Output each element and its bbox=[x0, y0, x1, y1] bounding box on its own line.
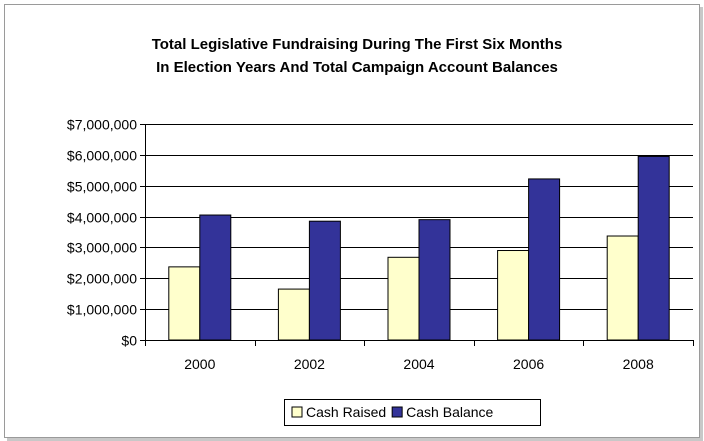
chart: Total Legislative Fundraising During The… bbox=[67, 36, 694, 426]
y-tick-label: $6,000,000 bbox=[67, 148, 137, 164]
legend-swatch bbox=[391, 406, 403, 418]
chart-title-line-1: Total Legislative Fundraising During The… bbox=[152, 36, 563, 53]
legend-swatch bbox=[291, 406, 303, 418]
bar-cash-raised-2008 bbox=[606, 235, 639, 341]
bar-cash-raised-2002 bbox=[277, 288, 310, 341]
x-tick-label: 2006 bbox=[513, 356, 544, 372]
legend-box bbox=[284, 399, 541, 426]
y-tick-label: $3,000,000 bbox=[67, 240, 137, 256]
bar-cash-raised-2006 bbox=[497, 250, 530, 341]
bar-cash-balance-2002 bbox=[308, 220, 341, 341]
bar-cash-raised-2004 bbox=[387, 256, 420, 341]
legend-label: Cash Raised bbox=[306, 404, 386, 420]
chart-frame: Total Legislative Fundraising During The… bbox=[4, 4, 700, 438]
x-tick-label: 2004 bbox=[403, 356, 434, 372]
x-tick-label: 2002 bbox=[294, 356, 325, 372]
y-tick-label: $2,000,000 bbox=[67, 271, 137, 287]
chart-title-line-2: In Election Years And Total Campaign Acc… bbox=[156, 59, 558, 76]
y-tick-label: $1,000,000 bbox=[67, 302, 137, 318]
legend-label: Cash Balance bbox=[406, 404, 493, 420]
y-tick-label: $4,000,000 bbox=[67, 210, 137, 226]
y-tick-label: $5,000,000 bbox=[67, 179, 137, 195]
plot-area: $0 $1,000,000 $2,000,000 $3,000,000 $4,000,0… bbox=[67, 117, 694, 372]
y-tick-label: $7,000,000 bbox=[67, 117, 137, 133]
bar-cash-raised-2000 bbox=[168, 266, 201, 341]
bar-cash-balance-2000 bbox=[199, 214, 232, 341]
bar-cash-balance-2006 bbox=[528, 178, 561, 341]
bar-cash-balance-2008 bbox=[637, 155, 670, 341]
legend: Cash Raised Cash Balance bbox=[284, 399, 541, 426]
y-tick-label: $0 bbox=[121, 333, 137, 349]
x-tick-label: 2008 bbox=[623, 356, 654, 372]
x-tick-label: 2000 bbox=[184, 356, 215, 372]
bar-cash-balance-2004 bbox=[418, 219, 451, 341]
